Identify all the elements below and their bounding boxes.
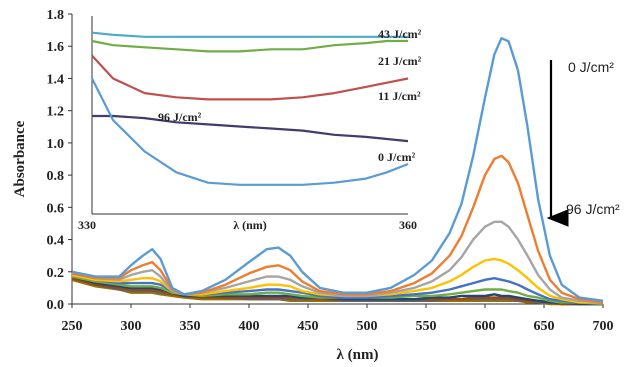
spectrum-line-8 — [71, 277, 603, 306]
y-tick-label: 0.2 — [47, 266, 65, 281]
inset-series-label: 0 J/cm² — [378, 150, 416, 164]
spectrum-line-2 — [71, 220, 604, 304]
inset-series-label: 96 J/cm² — [158, 110, 202, 124]
x-tick-label: 600 — [475, 319, 496, 334]
x-tick-label: 350 — [180, 319, 201, 334]
x-tick-label: 500 — [357, 319, 378, 334]
inset-line-1 — [91, 39, 408, 53]
dose-top-label: 0 J/cm² — [568, 59, 614, 75]
inset-series-label: 43 J/cm² — [378, 27, 422, 41]
y-tick-label: 1.4 — [47, 72, 65, 87]
inset-series-label: 21 J/cm² — [378, 54, 422, 68]
x-tick-label: 400 — [239, 319, 260, 334]
y-tick-label: 1.2 — [47, 105, 65, 120]
x-tick-label: 250 — [62, 319, 83, 334]
main-plot: 0.0 0.2 0.4 0.6 0.8 1.0 1.2 1.4 1.6 1.8 250 300 350 4… — [12, 8, 614, 363]
x-tick-label: 300 — [121, 319, 142, 334]
inset-plot: 43 J/cm² 21 J/cm² 11 J/cm² 96 J/cm² 0 J/cm² 3… — [78, 16, 422, 232]
y-tick-label: 1.8 — [47, 8, 65, 23]
spectrum-line-1 — [71, 154, 604, 304]
y-tick-label: 0.0 — [47, 298, 65, 313]
dose-bottom-label: 96 J/cm² — [566, 201, 620, 217]
y-tick-label: 0.6 — [47, 201, 65, 216]
spectrum-line-4 — [71, 273, 603, 304]
y-tick-label: 1.6 — [47, 40, 65, 55]
inset-line-2 — [91, 54, 409, 101]
y-axis-title: Absorbance — [12, 120, 28, 197]
x-tick-label: 700 — [593, 319, 614, 334]
inset-series-label: 11 J/cm² — [378, 89, 421, 103]
x-tick-label: 550 — [416, 319, 437, 334]
x-tick-label: 650 — [534, 319, 555, 334]
inset-x-max-label: 360 — [399, 218, 417, 232]
x-tick-label: 450 — [298, 319, 319, 334]
y-tick-label: 0.8 — [47, 169, 65, 184]
dose-arrow: 0 J/cm² 96 J/cm² — [546, 59, 620, 227]
y-tick-label: 0.4 — [47, 234, 65, 249]
y-tick-label: 1.0 — [47, 137, 65, 152]
inset-line-3 — [92, 114, 409, 143]
inset-line-4 — [91, 78, 409, 186]
x-axis-title: λ (nm) — [337, 347, 379, 362]
spectrum-line-0 — [71, 37, 604, 302]
inset-x-axis-title: λ (nm) — [233, 218, 267, 232]
spectrum-line-6 — [71, 275, 603, 306]
inset-x-min-label: 330 — [78, 218, 96, 232]
inset-line-0 — [91, 31, 408, 38]
